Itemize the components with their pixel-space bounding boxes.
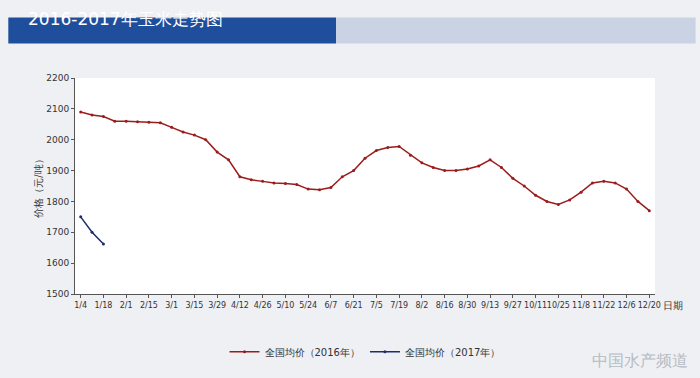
svg-text:1700: 1700	[46, 227, 69, 237]
svg-text:2200: 2200	[46, 73, 69, 83]
svg-text:3/29: 3/29	[208, 301, 226, 310]
svg-text:12/20: 12/20	[638, 301, 661, 310]
svg-text:6/21: 6/21	[345, 301, 363, 310]
svg-text:1/18: 1/18	[94, 301, 112, 310]
svg-text:2016-2017年玉米走势图: 2016-2017年玉米走势图	[28, 9, 223, 29]
svg-text:1800: 1800	[46, 197, 69, 207]
svg-text:1900: 1900	[46, 166, 69, 176]
svg-text:5/24: 5/24	[299, 301, 317, 310]
svg-text:7/5: 7/5	[370, 301, 383, 310]
svg-text:日期: 日期	[663, 300, 683, 311]
svg-text:5/10: 5/10	[276, 301, 294, 310]
svg-text:全国均价（2016年）: 全国均价（2016年）	[265, 347, 360, 358]
svg-text:8/2: 8/2	[415, 301, 428, 310]
svg-text:4/12: 4/12	[231, 301, 249, 310]
svg-text:2/15: 2/15	[140, 301, 158, 310]
svg-text:12/6: 12/6	[618, 301, 636, 310]
svg-text:2000: 2000	[46, 135, 69, 145]
svg-text:1/4: 1/4	[74, 301, 87, 310]
svg-text:6/7: 6/7	[324, 301, 337, 310]
svg-text:11/8: 11/8	[572, 301, 590, 310]
svg-text:8/16: 8/16	[436, 301, 454, 310]
svg-text:8/30: 8/30	[458, 301, 476, 310]
svg-text:1500: 1500	[46, 289, 69, 299]
svg-text:11/22: 11/22	[592, 301, 615, 310]
svg-text:9/13: 9/13	[481, 301, 499, 310]
svg-text:全国均价（2017年）: 全国均价（2017年）	[405, 347, 500, 358]
svg-text:4/26: 4/26	[254, 301, 272, 310]
svg-text:1600: 1600	[46, 258, 69, 268]
svg-text:价格（元/吨）: 价格（元/吨）	[33, 154, 44, 218]
svg-text:7/19: 7/19	[390, 301, 408, 310]
svg-text:3/15: 3/15	[185, 301, 203, 310]
svg-text:中国水产频道: 中国水产频道	[592, 351, 688, 370]
svg-text:9/27: 9/27	[504, 301, 522, 310]
svg-text:2100: 2100	[46, 104, 69, 114]
svg-text:10/11: 10/11	[524, 301, 547, 310]
svg-text:2/1: 2/1	[120, 301, 133, 310]
svg-text:3/1: 3/1	[165, 301, 178, 310]
svg-text:10/25: 10/25	[547, 301, 570, 310]
